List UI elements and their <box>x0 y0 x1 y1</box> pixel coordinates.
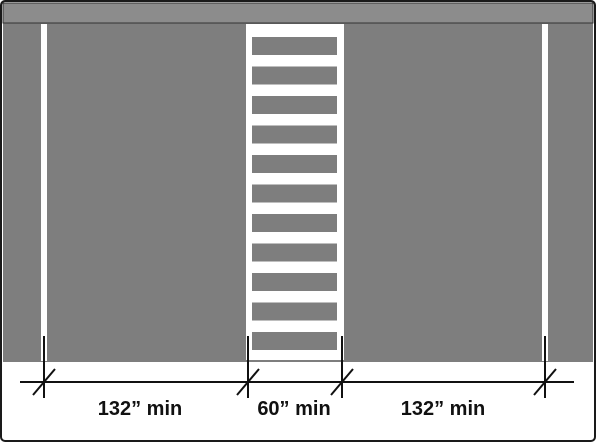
aisle-hatch-gap <box>252 273 337 291</box>
aisle-hatch-gap <box>252 125 337 144</box>
left-space-line <box>41 24 47 361</box>
tick-aisle-left <box>236 368 260 396</box>
aisle-hatch-gap <box>252 184 337 203</box>
curb-strip <box>2 2 594 24</box>
aisle-hatch-gap <box>252 243 337 262</box>
aisle-hatch-gap <box>252 66 337 85</box>
right-space-dimension: 132” min <box>401 398 485 420</box>
aisle-hatch-gap <box>252 214 337 232</box>
aisle-hatching <box>252 37 337 350</box>
tick-left <box>32 368 56 396</box>
aisle-hatch-gap <box>252 37 337 55</box>
extension-lines <box>43 336 546 398</box>
aisle-hatch-gap <box>252 332 337 350</box>
left-space-dimension: 132” min <box>98 398 182 420</box>
aisle-hatch-gap <box>252 302 337 321</box>
aisle-hatch-gap <box>252 96 337 114</box>
aisle-hatch-gap <box>252 155 337 173</box>
tick-aisle-right <box>330 368 354 396</box>
tick-right <box>533 368 557 396</box>
dimension-ticks <box>32 368 557 396</box>
aisle-dimension: 60” min <box>257 398 330 420</box>
right-space-line <box>542 24 548 361</box>
